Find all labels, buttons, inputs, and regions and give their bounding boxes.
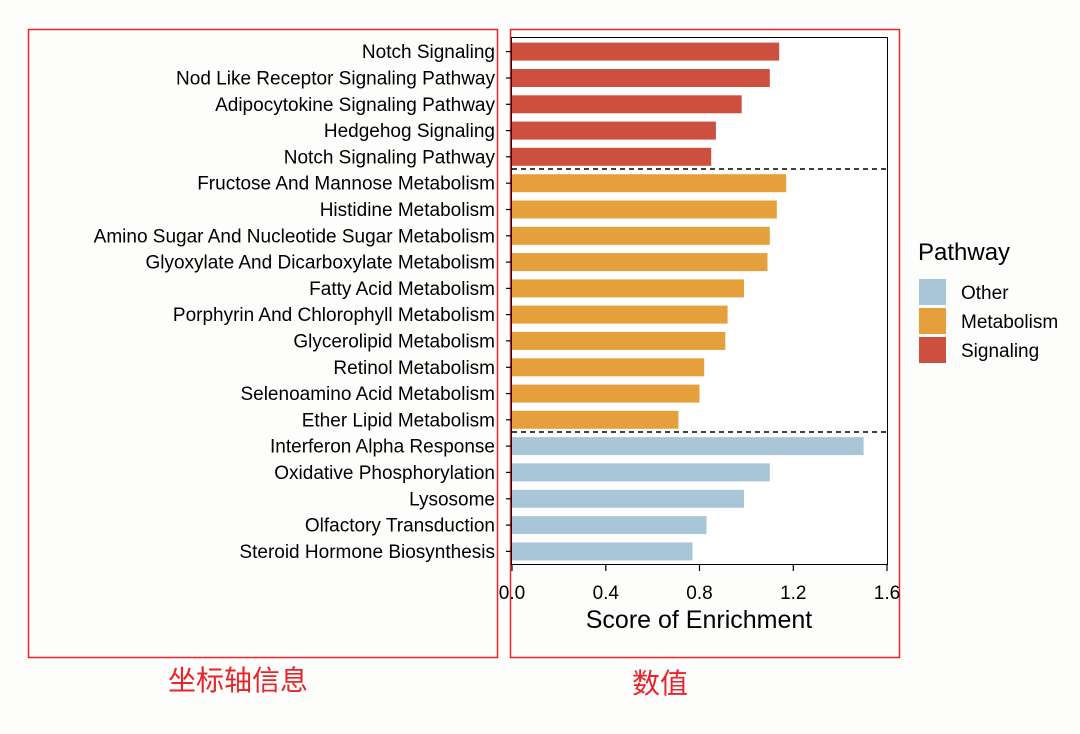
axis-info-box: [27, 28, 499, 659]
x-tick-label: 0.8: [686, 583, 712, 604]
bar: [512, 358, 705, 377]
y-tick-label: Fatty Acid Metabolism: [309, 279, 495, 300]
x-tick-label: 0.4: [593, 583, 620, 604]
y-tick-label: Ether Lipid Metabolism: [302, 410, 495, 431]
bar: [512, 410, 679, 429]
y-tick-label: Glycerolipid Metabolism: [293, 331, 495, 352]
bar: [512, 437, 864, 456]
x-axis-ticks: 0.0 0.4 0.8 1.2 1.6: [499, 564, 900, 604]
bar: [512, 516, 707, 535]
legend-label: Other: [961, 283, 1009, 304]
bars-layer: [512, 42, 864, 561]
y-tick-label: Amino Sugar And Nucleotide Sugar Metabol…: [94, 226, 495, 247]
bar: [512, 279, 744, 298]
values-box: [509, 28, 901, 659]
y-tick-label: Notch Signaling Pathway: [284, 147, 496, 168]
y-tick-label: Notch Signaling: [362, 42, 495, 63]
bar: [512, 95, 742, 114]
bar: [512, 200, 777, 219]
bar: [512, 305, 728, 324]
axis-info-annotation: 坐标轴信息: [168, 664, 308, 697]
bar: [512, 463, 770, 482]
bar: [512, 226, 770, 245]
x-tick-label: 1.6: [874, 583, 900, 604]
x-tick-label: 0.0: [499, 583, 525, 604]
legend-label: Metabolism: [961, 312, 1058, 333]
bar: [512, 42, 780, 61]
bar: [512, 174, 787, 193]
y-tick-label: Hedgehog Signaling: [324, 121, 495, 142]
legend: Pathway Other Metabolism Signaling: [918, 239, 1058, 363]
y-tick-label: Porphyrin And Chlorophyll Metabolism: [173, 305, 495, 326]
bar: [512, 331, 726, 350]
bar: [512, 542, 693, 561]
y-tick-label: Selenoamino Acid Metabolism: [240, 384, 495, 405]
y-tick-label: Interferon Alpha Response: [270, 437, 495, 458]
x-tick-label: 1.2: [780, 583, 806, 604]
legend-swatch: [919, 308, 946, 334]
y-tick-label: Retinol Metabolism: [333, 358, 495, 379]
y-tick-label: Nod Like Receptor Signaling Pathway: [176, 69, 495, 90]
bar: [512, 253, 768, 272]
bar: [512, 384, 700, 403]
legend-title: Pathway: [918, 239, 1010, 266]
y-tick-label: Fructose And Mannose Metabolism: [197, 174, 495, 195]
y-tick-label: Steroid Hormone Biosynthesis: [239, 542, 495, 563]
bar: [512, 147, 712, 166]
y-tick-label: Olfactory Transduction: [305, 516, 495, 537]
y-tick-label: Glyoxylate And Dicarboxylate Metabolism: [145, 253, 495, 274]
y-tick-label: Lysosome: [409, 489, 495, 510]
y-tick-label: Adipocytokine Signaling Pathway: [215, 95, 495, 116]
plot-panel: [511, 37, 888, 565]
legend-swatch: [919, 279, 946, 305]
y-tick-label: Histidine Metabolism: [320, 200, 495, 221]
legend-swatch: [919, 337, 946, 363]
values-annotation: 数值: [632, 667, 688, 700]
legend-label: Signaling: [961, 341, 1039, 362]
bar: [512, 69, 770, 87]
y-axis-labels: Notch Signaling Nod Like Receptor Signali…: [94, 42, 496, 563]
x-axis-title: Score of Enrichment: [586, 606, 813, 634]
bar: [512, 121, 716, 140]
y-axis-ticks: [506, 50, 512, 553]
bar: [512, 489, 744, 508]
legend-entries: Other Metabolism Signaling: [919, 279, 1058, 363]
y-tick-label: Oxidative Phosphorylation: [274, 463, 495, 484]
